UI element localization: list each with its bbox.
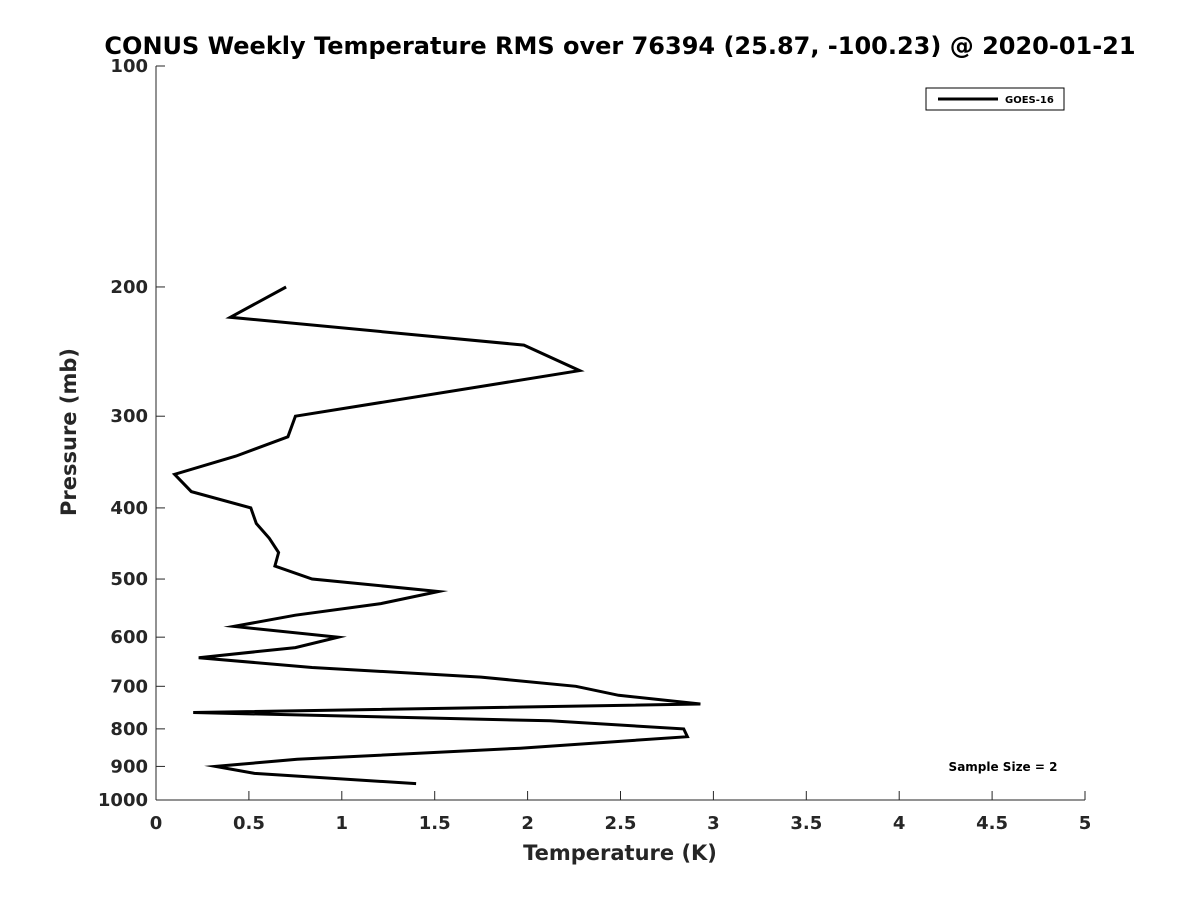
x-tick-label: 2 bbox=[521, 813, 534, 834]
x-axis-ticks: 0 0.5 1 1.5 2 2.5 3 3.5 4 4.5 5 bbox=[150, 791, 1092, 834]
x-tick-label: 4 bbox=[893, 813, 906, 834]
y-tick-label: 300 bbox=[110, 406, 148, 427]
y-tick-label: 500 bbox=[110, 569, 148, 590]
y-tick-label: 900 bbox=[110, 756, 148, 777]
x-tick-label: 1 bbox=[336, 813, 349, 834]
y-tick-label: 100 bbox=[110, 56, 148, 77]
x-axis-label: Temperature (K) bbox=[523, 841, 717, 865]
x-tick-label: 3 bbox=[707, 813, 720, 834]
y-tick-label: 800 bbox=[110, 719, 148, 740]
y-tick-label: 600 bbox=[110, 627, 148, 648]
sample-size-annotation: Sample Size = 2 bbox=[949, 760, 1058, 774]
x-tick-label: 3.5 bbox=[790, 813, 822, 834]
y-tick-label: 200 bbox=[110, 277, 148, 298]
y-tick-label: 400 bbox=[110, 498, 148, 519]
y-tick-label: 700 bbox=[110, 676, 148, 697]
x-tick-label: 5 bbox=[1079, 813, 1092, 834]
legend-entry-goes-16: GOES-16 bbox=[1005, 95, 1054, 106]
chart-title: CONUS Weekly Temperature RMS over 76394 … bbox=[104, 32, 1135, 60]
y-axis-label: Pressure (mb) bbox=[57, 348, 81, 516]
legend: GOES-16 bbox=[925, 87, 1065, 111]
x-tick-label: 0.5 bbox=[233, 813, 265, 834]
series-layer bbox=[171, 285, 701, 786]
x-tick-label: 1.5 bbox=[419, 813, 451, 834]
y-tick-label: 1000 bbox=[98, 790, 148, 811]
x-tick-label: 2.5 bbox=[605, 813, 637, 834]
x-tick-label: 0 bbox=[150, 813, 163, 834]
y-axis-ticks: 100 200 300 400 500 600 700 800 900 1000 bbox=[98, 56, 165, 811]
x-tick-label: 4.5 bbox=[976, 813, 1008, 834]
plot-axes bbox=[155, 66, 1085, 801]
series-line-goes-16 bbox=[171, 285, 701, 786]
